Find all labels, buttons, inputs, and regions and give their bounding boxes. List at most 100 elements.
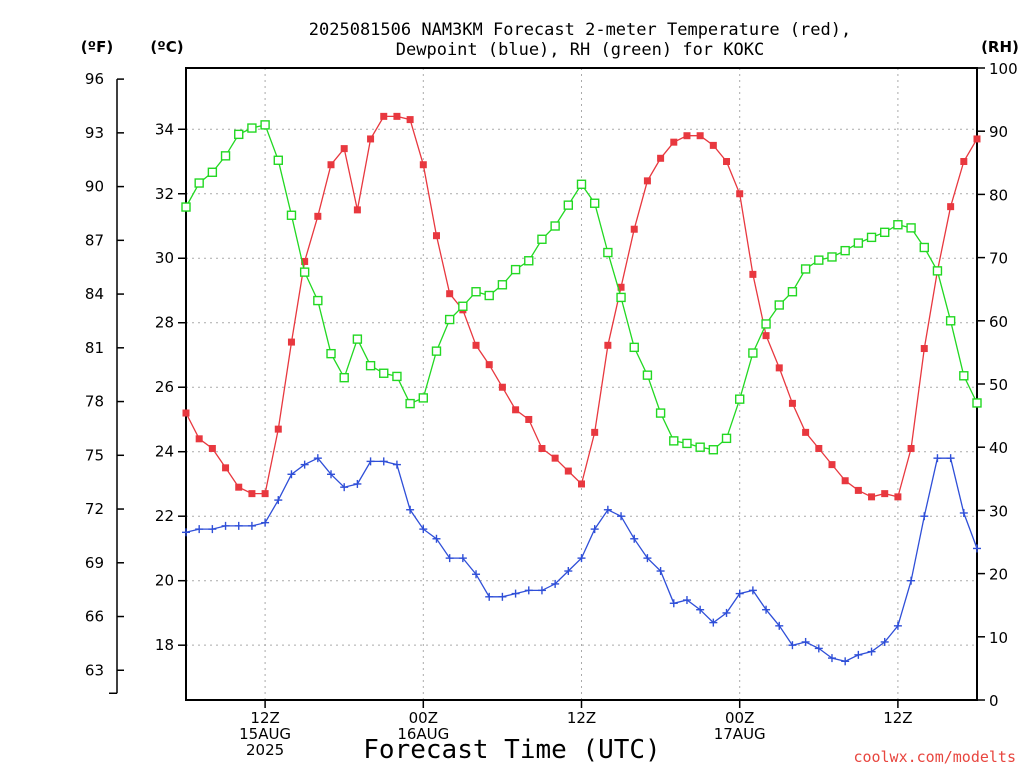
dewpoint-point [511, 589, 520, 598]
rh-line [185, 124, 978, 451]
rh-point [787, 287, 798, 297]
temperature-line [185, 115, 978, 498]
celsius-tick-label: 28 [155, 314, 174, 332]
dewpoint-point [735, 589, 744, 598]
temperature-point [525, 415, 533, 423]
temperature-point [670, 138, 678, 146]
rh-point [444, 314, 455, 325]
rh-point [840, 245, 850, 256]
temperature-point [314, 212, 322, 220]
temperature-point [841, 477, 849, 485]
temperature-point [643, 177, 651, 185]
rh-point [286, 210, 297, 220]
temperature-point [419, 161, 427, 169]
rh-point [708, 445, 719, 455]
dewpoint-point [867, 647, 876, 656]
dewpoint-point [577, 554, 586, 563]
dewpoint-point [182, 528, 190, 537]
rh-point [313, 295, 323, 306]
dewpoint-point [722, 608, 731, 617]
x-axis-title: Forecast Time (UTC) [363, 735, 660, 765]
x-tick-label: 2025 [246, 741, 284, 759]
dewpoint-point [287, 470, 296, 479]
rh-point [959, 371, 969, 381]
temperature-point [973, 135, 981, 143]
rh-point [906, 223, 916, 233]
rh-point [616, 292, 626, 303]
dewpoint-point [327, 470, 336, 479]
temperature-point [591, 428, 599, 436]
temperature-point [696, 132, 704, 140]
fahrenheit-tick-label: 87 [85, 231, 104, 249]
temperature-point [432, 232, 440, 240]
rh-point [721, 433, 732, 444]
temperature-point [235, 483, 243, 491]
temperature-point [749, 270, 757, 278]
dewpoint-point [195, 525, 204, 534]
temperature-point [564, 467, 572, 475]
temperature-point [287, 338, 295, 346]
temperature-point [498, 383, 506, 391]
dewpoint-point [656, 567, 665, 576]
dewpoint-point [669, 599, 678, 608]
celsius-tick-label: 30 [155, 249, 174, 267]
rh-point [761, 319, 771, 329]
temperature-point [274, 425, 282, 433]
fahrenheit-tick-label: 84 [85, 285, 104, 303]
temperature-point [788, 399, 796, 407]
rh-point [365, 360, 376, 371]
temperature-point [881, 490, 889, 498]
rh-point [669, 436, 679, 446]
dewpoint-point [617, 512, 626, 521]
rh-tick-label: 40 [989, 439, 1008, 457]
fahrenheit-tick-label: 90 [85, 178, 104, 196]
dewpoint-point [379, 457, 388, 466]
rh-point [181, 202, 191, 212]
rh-point [537, 234, 547, 244]
dewpoint-point [313, 454, 322, 463]
rh-point [893, 220, 903, 230]
rh-point [273, 155, 283, 165]
dewpoint-point [801, 637, 810, 646]
rh-point [629, 342, 639, 353]
temperature-point [828, 461, 836, 469]
temperature-point [604, 341, 612, 349]
temperature-point [894, 493, 902, 501]
x-tick-label: 12Z [250, 709, 279, 727]
dewpoint-point [920, 512, 929, 521]
dewpoint-point [564, 567, 573, 576]
chart-title-line-2: Dewpoint (blue), RH (green) for KOKC [396, 40, 764, 60]
celsius-unit-label: (ºC) [150, 38, 183, 56]
temperature-point [195, 435, 203, 443]
rh-point [563, 200, 574, 210]
dewpoint-point [537, 586, 546, 595]
temperature-point [353, 206, 361, 214]
temperature-point [261, 490, 269, 498]
fahrenheit-tick-label: 81 [85, 339, 104, 357]
temperature-point [683, 132, 691, 140]
dewpoint-point [472, 570, 481, 579]
rh-point [352, 334, 363, 344]
dewpoint-series [182, 454, 981, 666]
rh-point [339, 372, 349, 383]
axes: 18 20 22 24 26 28 30 32 34 63 66 69 72 75 78 81 84 87 90 93… [85, 60, 1018, 759]
dewpoint-point [274, 496, 283, 505]
dewpoint-point [485, 592, 494, 601]
rh-point [510, 264, 521, 275]
x-tick-label: 16AUG [397, 725, 449, 743]
dewpoint-point [696, 605, 705, 614]
dewpoint-point [498, 592, 507, 601]
fahrenheit-tick-label: 69 [85, 554, 104, 572]
dewpoint-point [432, 534, 441, 543]
dewpoint-point [340, 483, 349, 492]
temperature-point [182, 409, 190, 417]
dewpoint-point [458, 554, 467, 563]
dewpoint-point [893, 621, 902, 630]
rh-point [774, 300, 784, 310]
rh-point [695, 442, 705, 452]
x-tick-label: 00Z [409, 709, 438, 727]
rh-point [497, 280, 508, 290]
dewpoint-point [933, 454, 942, 463]
temperature-point [538, 444, 546, 452]
